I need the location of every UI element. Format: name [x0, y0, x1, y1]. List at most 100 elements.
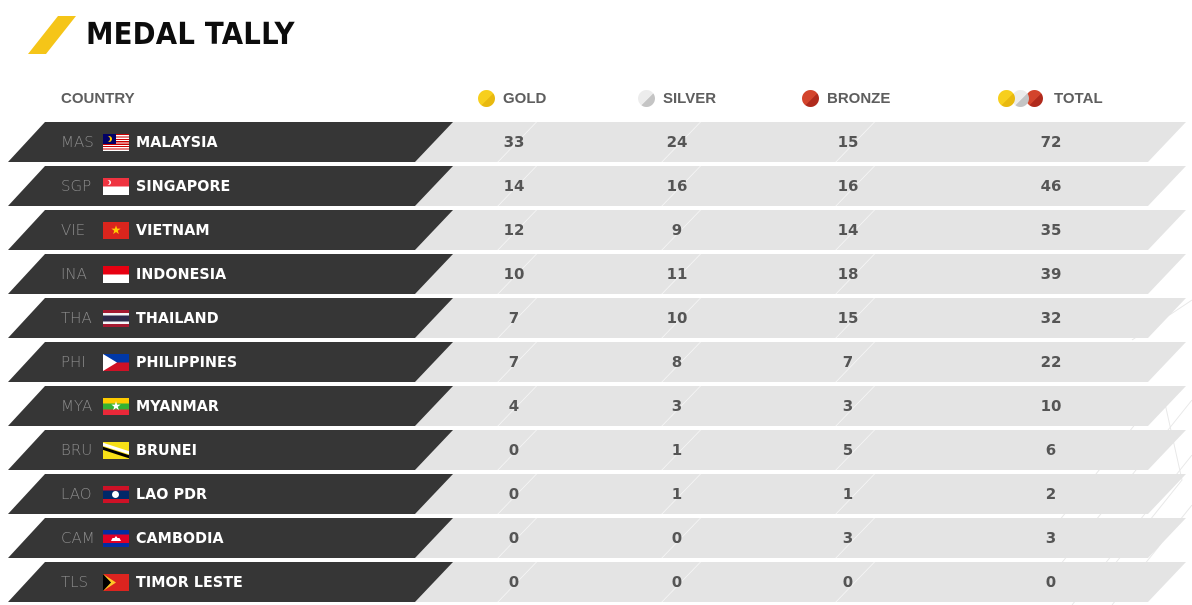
silver-count: 1: [671, 485, 683, 503]
row-country-band: [8, 254, 453, 294]
country-code: SGP: [61, 177, 92, 195]
cambodia-flag-icon: [103, 530, 129, 547]
singapore-flag-icon: [103, 178, 129, 195]
malaysia-flag-icon: [103, 134, 129, 151]
bronze-count: 5: [842, 441, 854, 459]
total-count: 6: [1045, 441, 1057, 459]
row-stats-band: [414, 474, 1186, 514]
vietnam-flag-icon: ★: [103, 222, 129, 239]
table-row-vie[interactable]: VIE ★ VIETNAM 12 9 14 35: [0, 210, 1192, 250]
gold-count: 4: [508, 397, 520, 415]
column-header-total[interactable]: TOTAL: [998, 86, 1103, 110]
country-name[interactable]: CAMBODIA: [136, 529, 224, 547]
row-stats-band: [414, 122, 1186, 162]
table-row-cam[interactable]: CAM CAMBODIA 0 0 3 3: [0, 518, 1192, 558]
indonesia-flag-icon: [103, 266, 129, 283]
total-count: 10: [1040, 397, 1062, 415]
country-code: MYA: [61, 397, 93, 415]
bronze-count: 16: [837, 177, 859, 195]
row-stats-band: [414, 386, 1186, 426]
row-stats-band: [414, 210, 1186, 250]
row-country-band: [8, 562, 453, 602]
myanmar-flag-icon: ★: [103, 398, 129, 415]
row-stats-band: [414, 254, 1186, 294]
silver-count: 0: [671, 529, 683, 547]
column-label: BRONZE: [827, 89, 891, 107]
table-row-bru[interactable]: BRU BRUNEI 0 1 5 6: [0, 430, 1192, 470]
country-code: PHI: [61, 353, 86, 371]
row-stats-band: [414, 430, 1186, 470]
total-count: 46: [1040, 177, 1062, 195]
table-row-ina[interactable]: INA INDONESIA 10 11 18 39: [0, 254, 1192, 294]
column-label: TOTAL: [1054, 89, 1103, 107]
row-country-band: [8, 166, 453, 206]
column-header-bronze[interactable]: BRONZE: [802, 86, 890, 110]
row-country-band: [8, 474, 453, 514]
bronze-count: 7: [842, 353, 854, 371]
page-title: MEDAL TALLY: [86, 17, 295, 52]
row-stats-band: [414, 342, 1186, 382]
philippines-flag-icon: [103, 354, 129, 371]
country-code: LAO: [61, 485, 92, 503]
gold-count: 7: [508, 353, 520, 371]
row-country-band: [8, 342, 453, 382]
row-stats-band: [414, 298, 1186, 338]
gold-count: 10: [503, 265, 525, 283]
row-stats-band: [414, 166, 1186, 206]
column-header-gold[interactable]: GOLD: [478, 86, 546, 110]
country-name[interactable]: BRUNEI: [136, 441, 197, 459]
table-row-tha[interactable]: THA THAILAND 7 10 15 32: [0, 298, 1192, 338]
table-row-sgp[interactable]: SGP SINGAPORE 14 16 16 46: [0, 166, 1192, 206]
country-name[interactable]: PHILIPPINES: [136, 353, 238, 371]
column-header-silver[interactable]: SILVER: [638, 86, 716, 110]
thailand-flag-icon: [103, 310, 129, 327]
all-medals-icon: [998, 89, 1046, 107]
gold-count: 0: [508, 573, 520, 591]
row-stats-band: [414, 562, 1186, 602]
country-name[interactable]: LAO PDR: [136, 485, 208, 503]
column-label: COUNTRY: [61, 89, 135, 107]
laos-flag-icon: [103, 486, 129, 503]
country-code: THA: [61, 309, 92, 327]
total-count: 3: [1045, 529, 1057, 547]
country-code: INA: [61, 265, 87, 283]
silver-count: 1: [671, 441, 683, 459]
table-row-lao[interactable]: LAO LAO PDR 0 1 1 2: [0, 474, 1192, 514]
country-name[interactable]: MYANMAR: [136, 397, 219, 415]
total-count: 39: [1040, 265, 1062, 283]
silver-count: 24: [666, 133, 688, 151]
bronze-count: 0: [842, 573, 854, 591]
country-name[interactable]: VIETNAM: [136, 221, 210, 239]
table-row-mas[interactable]: MAS MALAYSIA 33 24 15 72: [0, 122, 1192, 162]
country-name[interactable]: SINGAPORE: [136, 177, 231, 195]
table-row-tls[interactable]: TLS TIMOR LESTE 0 0 0 0: [0, 562, 1192, 602]
table-row-phi[interactable]: PHI PHILIPPINES 7 8 7 22: [0, 342, 1192, 382]
total-count: 35: [1040, 221, 1062, 239]
country-name[interactable]: THAILAND: [136, 309, 219, 327]
gold-medal-icon: [478, 89, 495, 107]
accent-slash-icon: [28, 16, 76, 54]
column-label: GOLD: [503, 89, 547, 107]
table-row-mya[interactable]: MYA ★ MYANMAR 4 3 3 10: [0, 386, 1192, 426]
gold-count: 33: [503, 133, 525, 151]
country-name[interactable]: MALAYSIA: [136, 133, 218, 151]
bronze-count: 15: [837, 309, 859, 327]
country-name[interactable]: INDONESIA: [136, 265, 227, 283]
total-count: 32: [1040, 309, 1062, 327]
country-name[interactable]: TIMOR LESTE: [136, 573, 243, 591]
silver-count: 11: [666, 265, 688, 283]
gold-count: 12: [503, 221, 525, 239]
total-count: 22: [1040, 353, 1062, 371]
bronze-medal-icon: [802, 89, 819, 107]
bronze-count: 3: [842, 397, 854, 415]
row-country-band: [8, 518, 453, 558]
silver-count: 16: [666, 177, 688, 195]
bronze-count: 14: [837, 221, 859, 239]
column-header-country[interactable]: COUNTRY: [61, 86, 135, 110]
gold-count: 0: [508, 529, 520, 547]
total-count: 2: [1045, 485, 1057, 503]
country-code: CAM: [61, 529, 95, 547]
table-header: COUNTRY GOLD SILVER BRONZE TOTAL: [0, 86, 1192, 110]
bronze-count: 15: [837, 133, 859, 151]
country-code: BRU: [61, 441, 93, 459]
